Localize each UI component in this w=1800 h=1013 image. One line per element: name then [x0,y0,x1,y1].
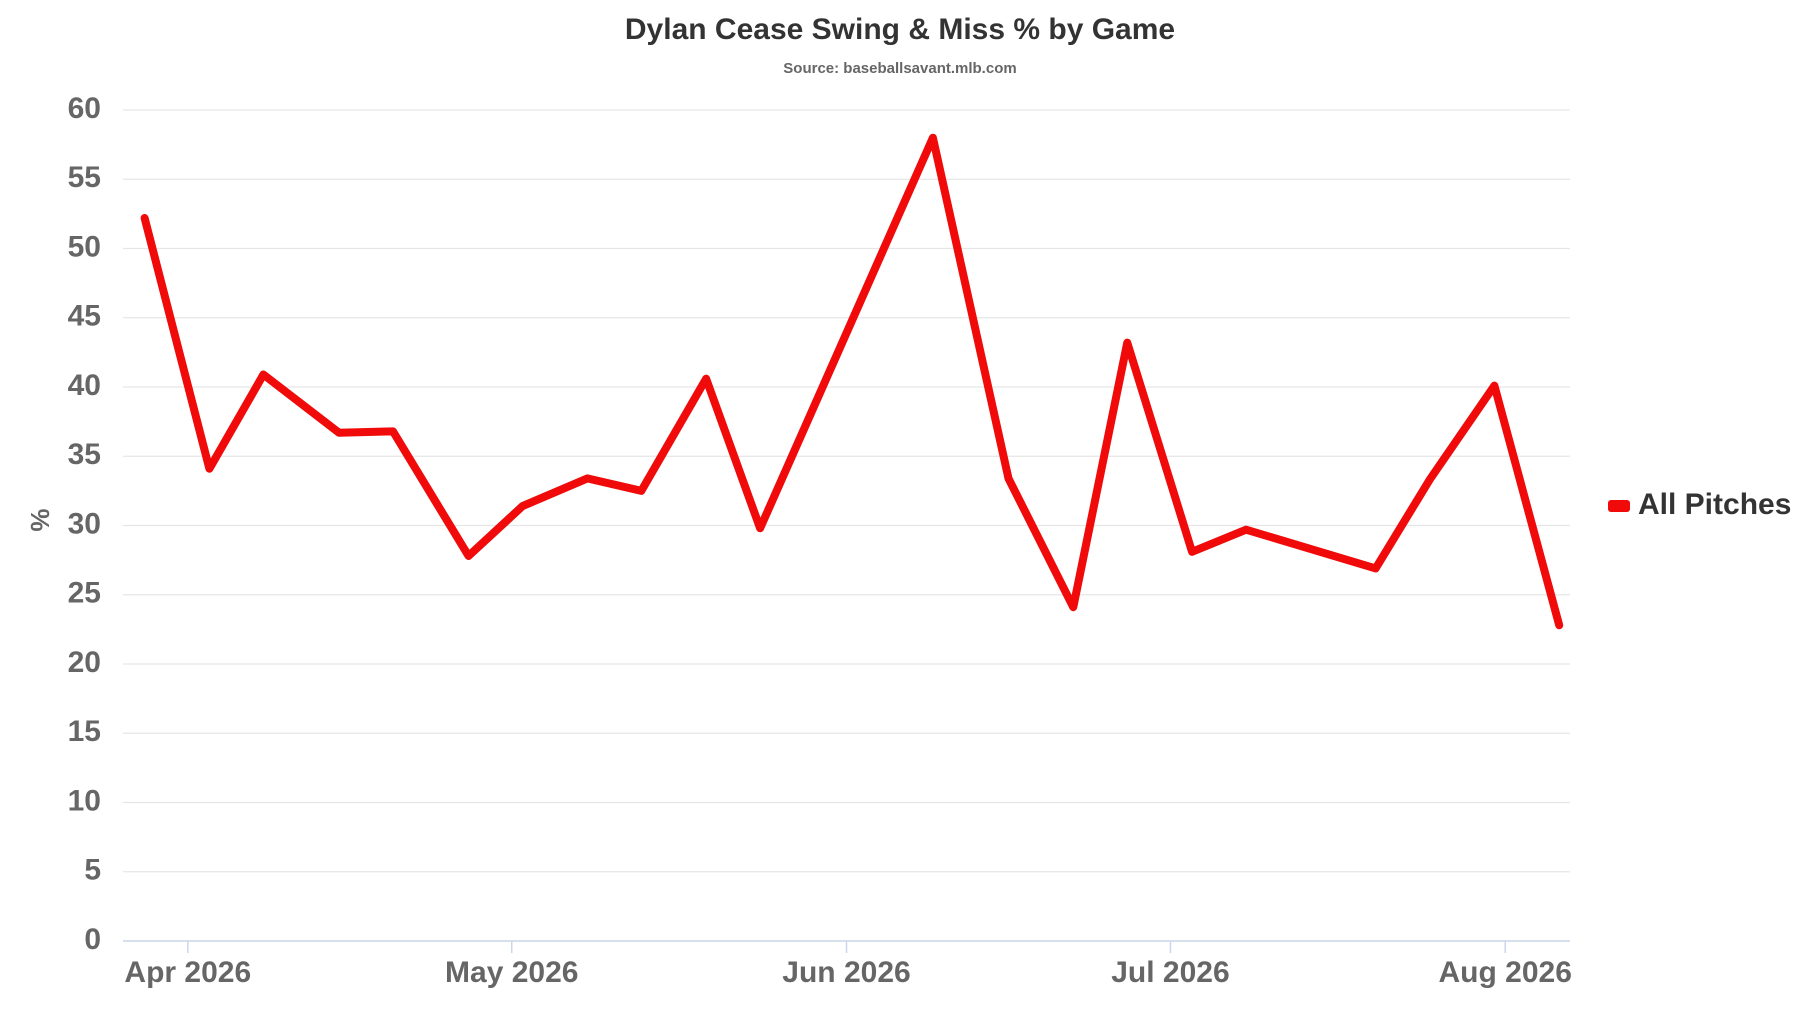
y-tick-label: 10 [68,784,101,817]
x-tick-label: Aug 2026 [1439,956,1572,989]
y-tick-label: 0 [84,923,101,956]
y-tick-label: 25 [68,577,101,610]
x-tick-label: May 2026 [445,956,578,989]
y-tick-label: 40 [68,369,101,402]
chart-title: Dylan Cease Swing & Miss % by Game [625,13,1175,46]
y-tick-label: 20 [68,646,101,679]
y-tick-label: 5 [84,854,101,887]
y-tick-label: 60 [68,92,101,125]
x-tick-label: Jun 2026 [782,956,910,989]
chart-subtitle: Source: baseballsavant.mlb.com [783,60,1016,77]
line-series [140,133,1564,630]
legend-label: All Pitches [1638,488,1791,521]
x-tick-label: Apr 2026 [124,956,251,989]
y-tick-label: 15 [68,715,101,748]
y-tick-label: 50 [68,230,101,263]
x-tick-label: Jul 2026 [1111,956,1229,989]
y-tick-label: 35 [68,438,101,471]
y-axis-label: % [25,508,55,531]
y-tick-label: 45 [68,300,101,333]
y-tick-label: 30 [68,507,101,540]
legend-swatch [1608,500,1630,512]
y-tick-label: 55 [68,161,101,194]
